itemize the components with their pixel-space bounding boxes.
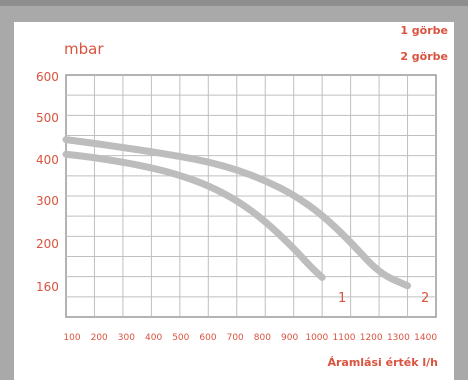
series-line-1 — [62, 150, 326, 281]
top-strip — [0, 0, 468, 6]
curve-label-2: 2 — [421, 291, 429, 306]
x-tick-label: 400 — [145, 333, 162, 343]
x-tick-label: 900 — [281, 333, 298, 343]
x-tick-label: 1000 — [305, 333, 328, 343]
y-tick-label: 160 — [36, 280, 59, 294]
x-tick-label: 1200 — [360, 333, 383, 343]
x-tick-label: 700 — [227, 333, 244, 343]
x-tick-label: 600 — [199, 333, 216, 343]
y-tick-label: 200 — [36, 237, 59, 251]
x-tick-label: 300 — [118, 333, 135, 343]
x-tick-label: 500 — [172, 333, 189, 343]
curve-label-1: 1 — [338, 291, 346, 306]
x-tick-label: 100 — [63, 333, 80, 343]
x-tick-label: 1300 — [387, 333, 410, 343]
y-tick-label: 600 — [36, 70, 59, 84]
x-tick-label: 1400 — [414, 333, 437, 343]
legend-item-2: 2 görbe — [400, 50, 448, 63]
series-line-2 — [62, 136, 412, 290]
x-tick-label: 800 — [254, 333, 271, 343]
x-tick-label: 1100 — [333, 333, 356, 343]
y-tick-label: 400 — [36, 153, 59, 167]
y-tick-label: 500 — [36, 111, 59, 125]
y-tick-label: 300 — [36, 194, 59, 208]
x-tick-label: 200 — [91, 333, 108, 343]
legend-item-1: 1 görbe — [400, 24, 448, 37]
x-axis-label: Áramlási érték l/h — [327, 356, 438, 369]
y-axis-label: mbar — [64, 40, 104, 58]
